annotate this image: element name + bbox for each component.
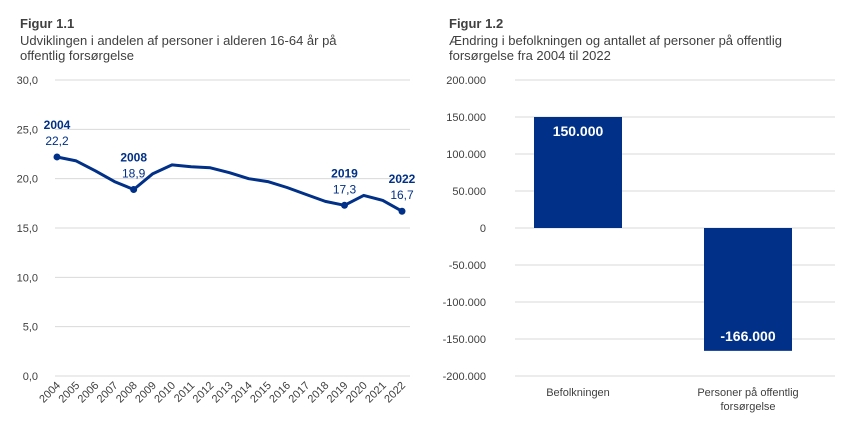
y-tick-label: -50.000 — [449, 260, 486, 272]
y-tick-label: 100.000 — [446, 149, 486, 161]
figure-1-2-label: Figur 1.2 — [449, 16, 504, 31]
x-category-label: Befolkningen — [546, 387, 610, 399]
x-category-label: Personer på offentlig — [697, 387, 798, 399]
x-tick-label: 2021 — [363, 380, 389, 406]
x-tick-label: 2017 — [286, 380, 312, 406]
x-category-label: forsørgelse — [720, 401, 775, 413]
y-tick-label: 150.000 — [446, 112, 486, 124]
figure-1-2: Figur 1.2 Ændring i befolkningen og anta… — [425, 0, 845, 429]
x-tick-label: 2005 — [56, 380, 82, 406]
y-tick-label: 0 — [480, 223, 486, 235]
annotation-year: 2008 — [120, 151, 147, 165]
x-tick-label: 2016 — [267, 380, 293, 406]
bar — [704, 228, 792, 351]
y-tick-label: 30,0 — [17, 75, 38, 87]
data-point — [130, 186, 138, 194]
y-tick-label: 200.000 — [446, 75, 486, 87]
y-tick-label: -150.000 — [443, 334, 486, 346]
x-tick-label: 2020 — [344, 380, 370, 406]
x-tick-label: 2010 — [152, 380, 178, 406]
data-point — [53, 153, 61, 161]
figure-1-1-subtitle: Udviklingen i andelen af personer i alde… — [20, 33, 337, 63]
y-tick-label: -100.000 — [443, 297, 486, 309]
x-tick-label: 2012 — [191, 380, 217, 406]
x-tick-label: 2007 — [95, 380, 121, 406]
line-chart: 0,05,010,015,020,025,030,020042005200620… — [17, 75, 416, 406]
y-tick-label: -200.000 — [443, 371, 486, 383]
y-tick-label: 10,0 — [17, 272, 38, 284]
y-tick-label: 20,0 — [17, 174, 38, 186]
annotation-year: 2019 — [331, 166, 358, 180]
x-tick-label: 2008 — [114, 380, 140, 406]
annotation-year: 2022 — [389, 172, 416, 186]
y-tick-label: 15,0 — [17, 223, 38, 235]
bar-chart: -200.000 -150.000 -100.000 -50.000 0 50.000 10… — [443, 75, 835, 413]
bar-value-label: 150.000 — [553, 123, 604, 139]
x-tick-label: 2004 — [37, 380, 63, 406]
x-tick-label: 2019 — [325, 380, 351, 406]
x-tick-label: 2018 — [306, 380, 332, 406]
annotation-value: 18,9 — [122, 167, 146, 181]
data-point — [398, 207, 406, 215]
bar — [534, 117, 622, 228]
x-tick-label: 2022 — [382, 380, 408, 406]
y-tick-label: 50.000 — [452, 186, 486, 198]
x-tick-label: 2014 — [229, 380, 255, 406]
figure-1-1-label: Figur 1.1 — [20, 16, 75, 31]
x-tick-label: 2009 — [133, 380, 159, 406]
figure-1-1: Figur 1.1 Udviklingen i andelen af perso… — [0, 0, 420, 429]
y-tick-label: 25,0 — [17, 124, 38, 136]
x-tick-label: 2006 — [76, 380, 102, 406]
annotation-value: 16,7 — [390, 188, 414, 202]
annotation-year: 2004 — [44, 118, 71, 132]
y-tick-label: 5,0 — [23, 322, 38, 334]
figure-1-2-subtitle: Ændring i befolkningen og antallet af pe… — [449, 33, 782, 63]
bar-value-label: -166.000 — [720, 328, 775, 344]
annotation-value: 17,3 — [333, 182, 357, 196]
annotation-value: 22,2 — [45, 134, 69, 148]
x-tick-label: 2013 — [210, 380, 236, 406]
y-tick-label: 0,0 — [23, 371, 38, 383]
data-point — [341, 201, 348, 209]
x-tick-label: 2015 — [248, 380, 274, 406]
